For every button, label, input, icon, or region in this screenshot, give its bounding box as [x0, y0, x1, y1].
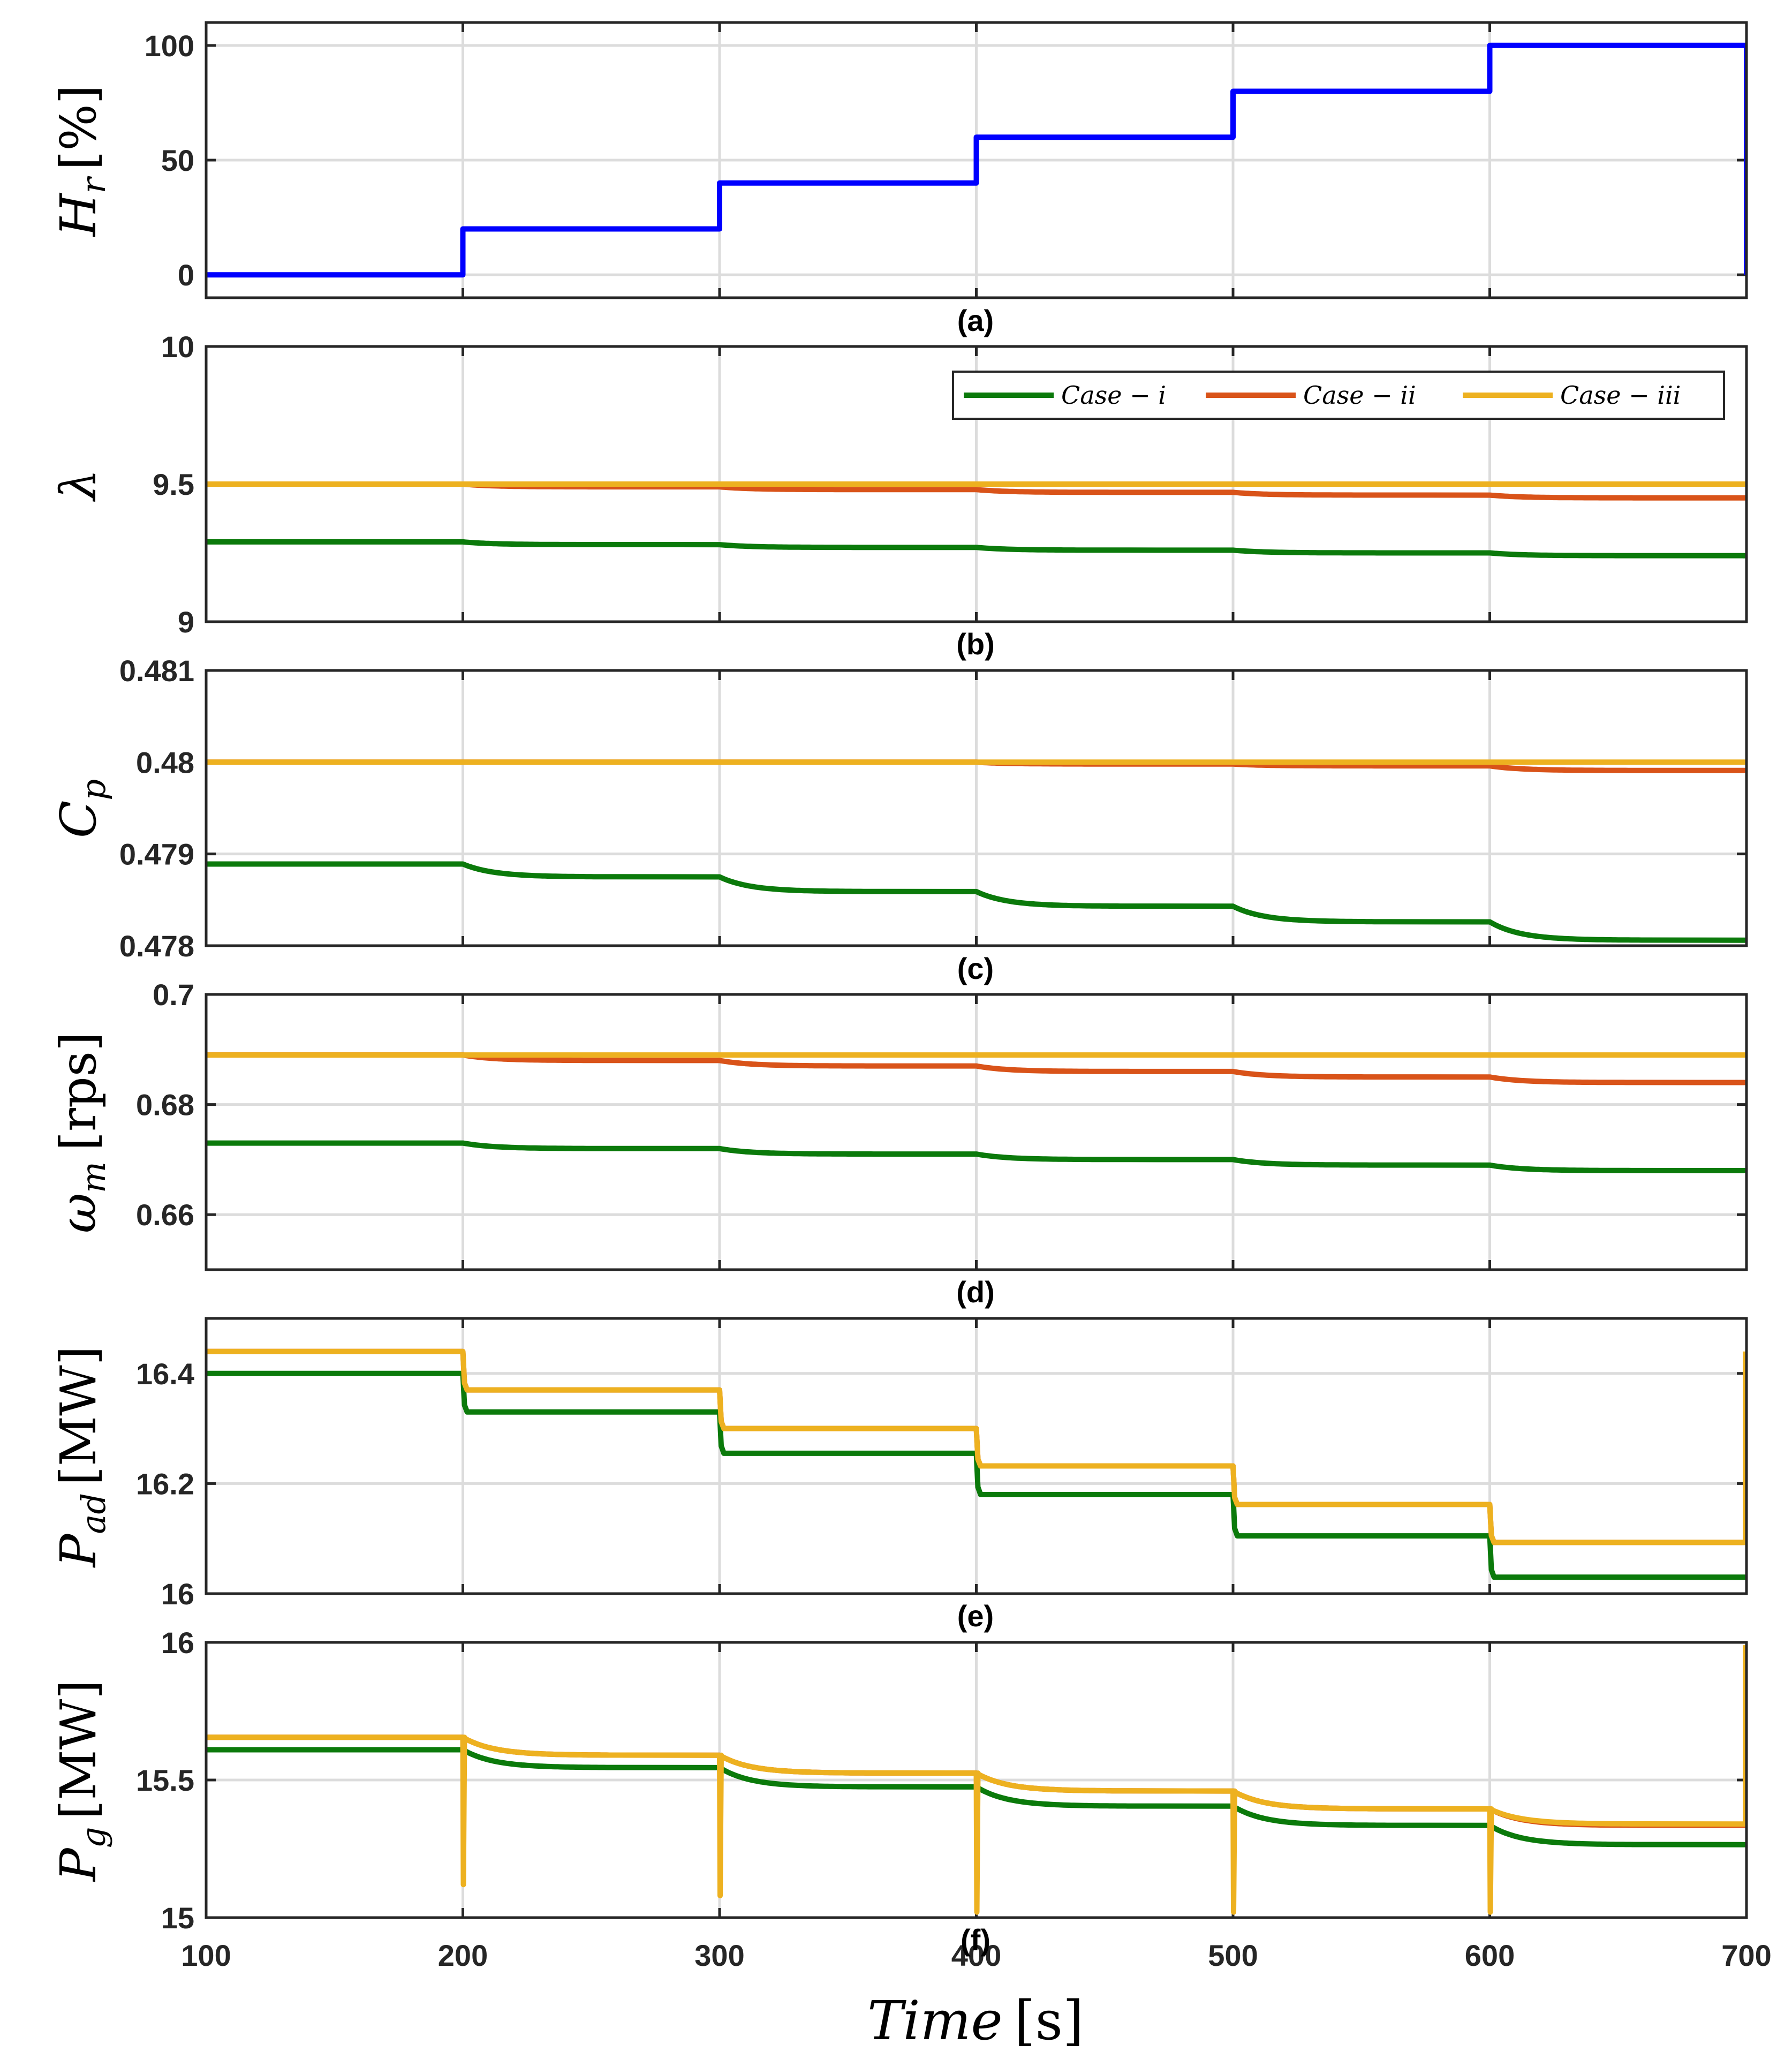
y-label-c-sub: p	[74, 779, 113, 801]
series-line-case-i	[206, 539, 1746, 559]
y-tick-label: 0.7	[153, 978, 194, 1012]
y-label-f-main: P	[50, 1847, 107, 1882]
axes-frame	[205, 1641, 1748, 1919]
y-label-a-unit: [%]	[50, 85, 107, 170]
y-tick-label: 0.478	[119, 929, 194, 963]
panels: 05010099.5100.4780.4790.480.4810.660.680…	[119, 21, 1772, 1972]
panel-c: 0.478 0.479 0.48 0.481	[119, 654, 1748, 963]
y-axis-label-f: Pg [MW]	[50, 1680, 113, 1882]
subplot-label-a: (a)	[957, 304, 994, 337]
series-line-case-iii	[206, 1645, 1746, 1915]
series-line-case-ii	[206, 481, 1746, 501]
panel-e: 16 16.2 16.4	[136, 1317, 1748, 1611]
series-line-case-ii	[206, 1052, 1746, 1085]
series-line-case-i	[206, 861, 1746, 943]
y-label-c-main: C	[50, 801, 107, 838]
axes-frame	[205, 669, 1748, 947]
subplot-label-f: (f)	[961, 1923, 990, 1957]
subplot-label-c: (c)	[957, 952, 994, 985]
x-tick-label: 200	[438, 1939, 488, 1972]
legend-label-case-i: Case − i	[1061, 381, 1166, 410]
y-tick-label: 100	[145, 29, 194, 63]
series-line-case-iii	[206, 1348, 1746, 1545]
y-tick-label: 0.479	[119, 838, 194, 871]
subplot-label-d: (d)	[956, 1275, 995, 1309]
x-tick-label: 400	[951, 1939, 1001, 1972]
panel-b: 9 9.5 10	[153, 330, 1748, 639]
x-label-main: Time	[867, 1989, 1003, 2052]
y-tick-label: 15	[161, 1901, 194, 1935]
series-line-case-i	[206, 1747, 1746, 1847]
y-tick-label: 0.481	[119, 654, 194, 688]
panel-a: 0 50 100	[145, 21, 1748, 299]
y-tick-label: 0.68	[136, 1088, 194, 1122]
y-tick-label: 50	[161, 144, 194, 177]
y-tick-label: 0	[178, 258, 194, 292]
x-tick-label: 700	[1721, 1939, 1771, 1972]
subplot-label-b: (b)	[956, 627, 995, 661]
series-line-case-i	[206, 1140, 1746, 1173]
y-tick-label: 16.2	[136, 1467, 194, 1500]
y-label-e-sub: ad	[74, 1493, 113, 1534]
y-tick-label: 15.5	[136, 1763, 194, 1797]
y-label-d-main: ω	[50, 1193, 107, 1233]
y-label-f-unit: [MW]	[50, 1680, 107, 1820]
y-label-d-sub: m	[74, 1162, 113, 1193]
axes-frame	[205, 1317, 1748, 1595]
x-tick-label: 500	[1208, 1939, 1258, 1972]
y-axis-label-c: Cp	[50, 779, 113, 838]
axes-frame	[205, 345, 1748, 623]
panel-d: 0.66 0.68 0.7	[136, 978, 1748, 1271]
y-label-a-main: H	[50, 193, 107, 238]
y-tick-label: 10	[161, 330, 194, 364]
y-tick-label: 16.4	[136, 1357, 194, 1391]
legend-label-case-iii: Case − iii	[1560, 381, 1681, 410]
y-axis-label-d: ωm [rps]	[50, 1032, 113, 1233]
y-label-e-unit: [MW]	[50, 1346, 107, 1485]
y-tick-label: 0.66	[136, 1198, 194, 1232]
legend-label-case-ii: Case − ii	[1303, 381, 1416, 410]
y-tick-label: 16	[161, 1577, 194, 1611]
y-tick-label: 9.5	[153, 467, 194, 501]
legend: Case − i Case − ii Case − iii	[952, 371, 1725, 420]
subplot-label-e: (e)	[957, 1599, 994, 1633]
x-tick-label: 600	[1465, 1939, 1515, 1972]
axes-frame	[205, 993, 1748, 1271]
y-label-e-main: P	[50, 1533, 107, 1568]
legend-box	[952, 371, 1725, 420]
y-label-a-sub: r	[74, 176, 113, 193]
y-axis-label-b: λ	[50, 469, 107, 502]
x-label-unit: [s]	[1015, 1989, 1084, 2052]
y-label-f-sub: g	[74, 1827, 113, 1848]
y-label-d-unit: [rps]	[50, 1032, 107, 1151]
series-line-h-r	[206, 42, 1746, 278]
y-axis-label-e: Pad [MW]	[50, 1346, 113, 1568]
y-tick-label: 0.48	[136, 745, 194, 779]
y-tick-label: 16	[161, 1626, 194, 1660]
axes-frame	[205, 21, 1748, 299]
x-tick-label: 300	[694, 1939, 744, 1972]
y-tick-label: 9	[178, 605, 194, 639]
x-axis-label: Time [s]	[867, 1989, 1084, 2052]
x-tick-label: 100	[181, 1939, 231, 1972]
series-line-case-i	[206, 1370, 1746, 1580]
y-axis-label-a: Hr [%]	[50, 85, 113, 237]
panel-f: 15 15.5 16 100 200 300 400 500 600 700	[136, 1626, 1772, 1972]
